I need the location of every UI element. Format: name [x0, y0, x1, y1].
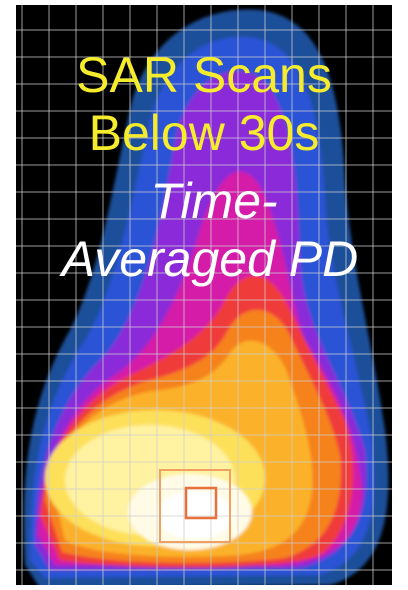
- subtitle-line: Averaged PD: [59, 231, 358, 287]
- title-line: SAR Scans: [76, 47, 332, 103]
- title-line: Below 30s: [89, 105, 320, 161]
- page: SAR Scans Below 30s Time- Averaged PD ((…: [0, 0, 408, 590]
- heatmap-image: SAR Scans Below 30s Time- Averaged PD: [0, 0, 408, 590]
- subtitle-line: Time-: [150, 173, 277, 229]
